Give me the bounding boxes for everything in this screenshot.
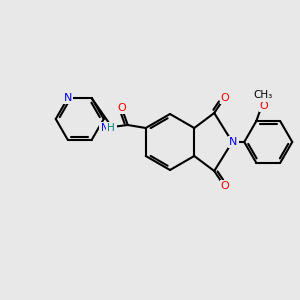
Text: CH₃: CH₃ — [255, 91, 273, 101]
Text: CH₃: CH₃ — [254, 90, 273, 100]
Text: O: O — [221, 181, 230, 191]
Text: O: O — [221, 93, 230, 103]
Text: O: O — [260, 101, 268, 111]
Text: N: N — [64, 93, 72, 103]
Text: N: N — [229, 137, 237, 147]
Text: NH: NH — [100, 123, 116, 133]
Text: O: O — [117, 103, 126, 113]
Text: N: N — [101, 123, 109, 133]
Text: H: H — [107, 123, 115, 133]
